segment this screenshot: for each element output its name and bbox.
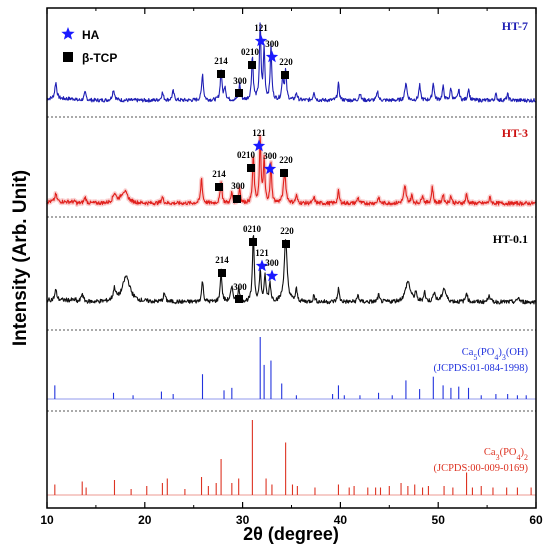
sample-label-ht-7: HT-7 bbox=[502, 19, 528, 33]
y-axis-label: Intensity (Arb. Unit) bbox=[10, 170, 31, 346]
tcp-square-marker bbox=[215, 183, 223, 191]
peak-index-label: 300 bbox=[263, 151, 277, 161]
pattern-line-ht-3 bbox=[46, 135, 537, 206]
ha-star-marker bbox=[254, 34, 268, 47]
peak-index-label: 0210 bbox=[241, 47, 260, 57]
tcp-square-marker bbox=[249, 238, 257, 246]
peak-index-label: 121 bbox=[252, 128, 266, 138]
peak-index-label: 300 bbox=[265, 39, 279, 49]
x-tick-label: 60 bbox=[529, 513, 543, 527]
peak-index-label: 300 bbox=[231, 181, 245, 191]
x-tick-label: 50 bbox=[432, 513, 446, 527]
tcp-square-marker bbox=[280, 169, 288, 177]
peak-index-label: 214 bbox=[215, 255, 229, 265]
tcp-square-marker bbox=[233, 195, 241, 203]
x-axis-label: 2θ (degree) bbox=[243, 524, 339, 544]
peak-index-label: 0210 bbox=[237, 150, 256, 160]
peak-index-label: 220 bbox=[279, 155, 293, 165]
ha-star-marker bbox=[265, 50, 279, 63]
sample-label-ht-3: HT-3 bbox=[502, 126, 528, 140]
tcp-square-marker bbox=[217, 70, 225, 78]
x-tick-label: 20 bbox=[138, 513, 152, 527]
plot-frame bbox=[46, 7, 537, 509]
legend-square-icon bbox=[63, 52, 73, 62]
ha-star-marker bbox=[255, 259, 269, 272]
peak-index-label: 121 bbox=[254, 23, 268, 33]
tcp-square-marker bbox=[282, 240, 290, 248]
sample-label-ht-0-1: HT-0.1 bbox=[493, 232, 528, 246]
x-tick-label: 30 bbox=[236, 513, 250, 527]
tcp-square-marker bbox=[281, 71, 289, 79]
x-tick-label: 40 bbox=[334, 513, 348, 527]
peak-index-label: 121 bbox=[255, 248, 269, 258]
ha-star-marker bbox=[252, 139, 266, 152]
peak-index-label: 220 bbox=[280, 226, 294, 236]
peak-index-label: 300 bbox=[233, 282, 247, 292]
peak-index-label: 214 bbox=[214, 56, 228, 66]
tcp-square-marker bbox=[218, 269, 226, 277]
peak-index-label: 300 bbox=[233, 76, 247, 86]
ha-star-marker bbox=[263, 162, 277, 175]
peak-index-label: 0210 bbox=[243, 224, 262, 234]
x-tick-label: 10 bbox=[40, 513, 54, 527]
tcp-square-marker bbox=[235, 89, 243, 97]
panels-group bbox=[47, 116, 536, 412]
marks-group: HT-7 HT-3 HT-0.1 Ca5(PO4)3(OH)(JCPDS:01-084… bbox=[45, 19, 538, 496]
legend-star-icon bbox=[61, 27, 75, 40]
reference-jcpds-label: (JCPDS:01-084-1998) bbox=[433, 363, 528, 374]
reference-formula-label: Ca5(PO4)3(OH) bbox=[462, 347, 529, 362]
legend-label-ha: HA bbox=[82, 28, 100, 42]
tcp-square-marker bbox=[247, 164, 255, 172]
peak-index-label: 220 bbox=[279, 57, 293, 67]
legend-label-tcp: β-TCP bbox=[82, 51, 117, 65]
tcp-square-marker bbox=[235, 295, 243, 303]
pattern-line-ht-7 bbox=[46, 22, 537, 103]
tcp-square-marker bbox=[248, 61, 256, 69]
peak-index-label: 214 bbox=[212, 169, 226, 179]
reference-formula-label: Ca3(PO4)2 bbox=[484, 447, 528, 462]
peak-index-label: 300 bbox=[265, 258, 279, 268]
x-axis: 10 20 30 40 50 60 bbox=[40, 8, 543, 527]
ha-star-marker bbox=[265, 269, 279, 282]
legend: HA β-TCP bbox=[61, 27, 117, 65]
pattern-line-ht-0-1 bbox=[46, 234, 537, 305]
reference-jcpds-label: (JCPDS:00-009-0169) bbox=[433, 463, 528, 474]
